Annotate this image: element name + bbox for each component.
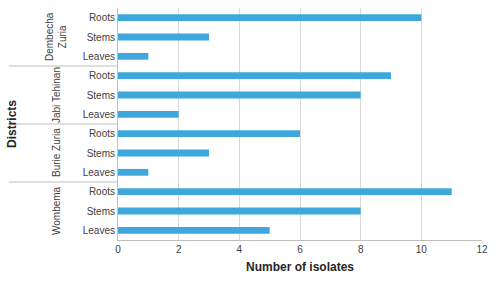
svg-text:12: 12	[476, 244, 488, 255]
svg-text:10: 10	[416, 244, 428, 255]
svg-text:Leaves: Leaves	[83, 51, 115, 62]
svg-text:Roots: Roots	[89, 70, 115, 81]
svg-text:Roots: Roots	[89, 186, 115, 197]
svg-text:Number of isolates: Number of isolates	[246, 260, 354, 274]
svg-text:6: 6	[297, 244, 303, 255]
svg-text:Leaves: Leaves	[83, 225, 115, 236]
svg-text:Stems: Stems	[87, 90, 115, 101]
svg-text:Burie Zuria: Burie Zuria	[51, 128, 62, 177]
svg-text:DembechaZuria: DembechaZuria	[44, 12, 68, 61]
svg-text:Roots: Roots	[89, 12, 115, 23]
svg-text:Stems: Stems	[87, 206, 115, 217]
svg-text:Roots: Roots	[89, 128, 115, 139]
svg-text:2: 2	[176, 244, 182, 255]
svg-text:Leaves: Leaves	[83, 167, 115, 178]
svg-text:Wombema: Wombema	[51, 186, 62, 235]
svg-text:Jabi Tehinan: Jabi Tehinan	[51, 67, 62, 123]
svg-text:8: 8	[358, 244, 364, 255]
svg-text:Districts: Districts	[5, 100, 19, 148]
svg-text:Leaves: Leaves	[83, 109, 115, 120]
svg-text:0: 0	[115, 244, 121, 255]
svg-text:Stems: Stems	[87, 32, 115, 43]
svg-text:Stems: Stems	[87, 148, 115, 159]
svg-text:4: 4	[237, 244, 243, 255]
